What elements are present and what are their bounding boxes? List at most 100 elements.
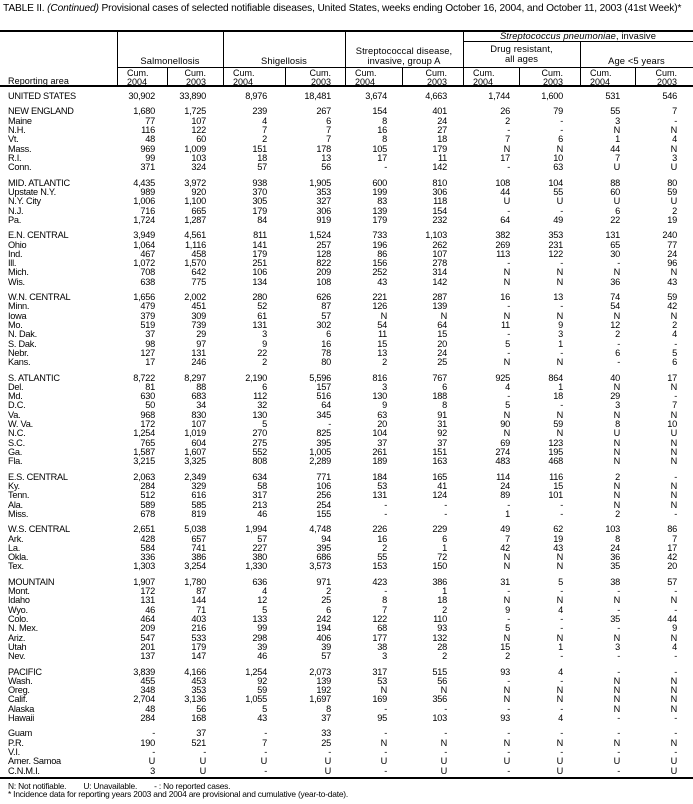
cell-value: 451 [191,301,206,312]
cell-value: 1,744 [488,91,510,102]
cell-value: U [380,756,388,767]
spn-rest: , invasive [615,30,657,41]
cell-value: 72 [437,552,447,563]
cell-value: 8,976 [245,91,267,102]
cell-value: U [199,756,207,767]
cell-value: U [324,756,332,767]
cell-value: 104 [548,177,563,188]
cell-value: 8,297 [184,372,206,383]
cell-value: 31 [500,576,510,587]
reporting-area: S. ATLANTIC [8,372,60,383]
cell-value: - [507,391,510,402]
cell-value: - [674,728,677,739]
cell-value: U [440,765,448,776]
cell-value: N [613,267,621,278]
reporting-area: Guam [8,728,33,739]
reporting-area: Utah [8,641,27,652]
cell-value: - [617,728,620,739]
cell-value: 825 [316,428,331,439]
cell-value: N [670,685,678,696]
cell-value: 127 [140,347,155,358]
cell-value: N [670,310,678,321]
cell-value: 2 [672,320,677,330]
cell-value: 18 [257,152,267,163]
cell-value: N [613,737,621,748]
cell-value: 201 [140,641,155,652]
header-bottom-rule [0,85,693,87]
cell-value: - [507,703,510,714]
cell-value: 1,907 [133,576,155,587]
cum-year: 2003 [656,76,677,87]
cell-value: 317 [252,490,267,501]
cell-value: N [503,595,511,606]
cell-value: 12 [610,320,620,330]
reporting-area: Upstate N.Y. [8,186,56,197]
cell-value: 708 [140,267,155,278]
cell-value: - [507,613,510,624]
cell-value: 3 [615,400,620,411]
strep-a-line1: Streptococcal disease, [355,45,453,56]
cell-value: 25 [321,737,331,748]
cell-value: 7 [262,737,267,748]
cell-value: 5 [558,576,563,587]
reporting-area: Va. [8,409,21,420]
cell-value: 110 [433,613,447,624]
reporting-area: Ind. [8,248,23,259]
cell-value: 7 [672,106,677,117]
cell-value: 20 [437,338,447,349]
cell-value: 3,972 [184,177,206,188]
cell-value: - [444,747,447,758]
table-row: N.C. 1,254 1,019 270 825 104 92 N N U U [0,428,693,439]
cell-value: N [670,409,678,420]
header-top-rule [0,30,693,32]
cell-value: 56 [196,703,206,714]
cell-value: 77 [667,239,677,250]
cell-value: 386 [432,576,447,587]
cell-value: 144 [191,595,206,606]
cell-value: 150 [432,561,447,572]
table-row: Del. 81 88 6 157 3 6 4 1 N N [0,381,693,392]
cell-value: 104 [372,428,387,439]
reporting-area: N. Mex. [8,623,38,634]
cell-value: U [440,756,448,767]
cell-value: N [613,595,621,606]
reporting-area: Minn. [8,301,30,312]
cell-value: 252 [372,267,387,278]
cum-header: Cum. 2004 [355,69,377,86]
cell-value: 42 [667,301,677,312]
cell-value: 88 [196,381,206,392]
cell-value: 1 [505,508,510,519]
strep-a-header: Streptococcal disease, invasive, group A [345,46,463,66]
cell-value: 428 [140,533,155,544]
table-row: Pa. 1,724 1,287 84 919 179 232 64 49 22 19 [0,215,693,225]
cell-value: 57 [321,310,331,321]
reporting-area: Md. [8,391,23,402]
table-row: Vt. 48 60 2 7 8 18 7 6 1 4 [0,135,693,145]
cell-value: 775 [191,276,206,287]
cell-value: 103 [191,152,206,163]
cell-value: 131 [140,595,155,606]
cell-value: 256 [316,490,331,501]
cell-value: 6 [615,347,620,358]
cell-value: 134 [252,276,267,287]
cell-value: N [440,310,448,321]
subheader-rule [117,67,693,68]
cell-value: 1 [442,586,447,597]
cell-value: 2 [262,357,267,368]
cell-value: - [560,703,563,714]
cell-value: 309 [191,310,206,321]
cell-value: - [560,586,563,597]
cell-value: 616 [191,490,206,501]
table-row: Colo. 464 403 133 242 122 110 - - 35 44 [0,613,693,624]
table-row: Okla. 336 386 380 686 55 72 N N 36 42 [0,552,693,563]
cell-value: 36 [610,276,620,287]
cell-value: 59 [257,685,267,696]
cell-value: 116 [141,125,155,136]
cell-value: - [328,419,331,430]
cell-value: 765 [140,437,155,448]
cell-value: - [507,765,510,776]
cell-value: 739 [191,320,206,330]
table-row: S. ATLANTIC 8,722 8,297 2,190 5,596 816 767 925… [0,372,693,383]
reporting-area: Ariz. [8,632,26,643]
cell-value: 4 [558,713,563,724]
